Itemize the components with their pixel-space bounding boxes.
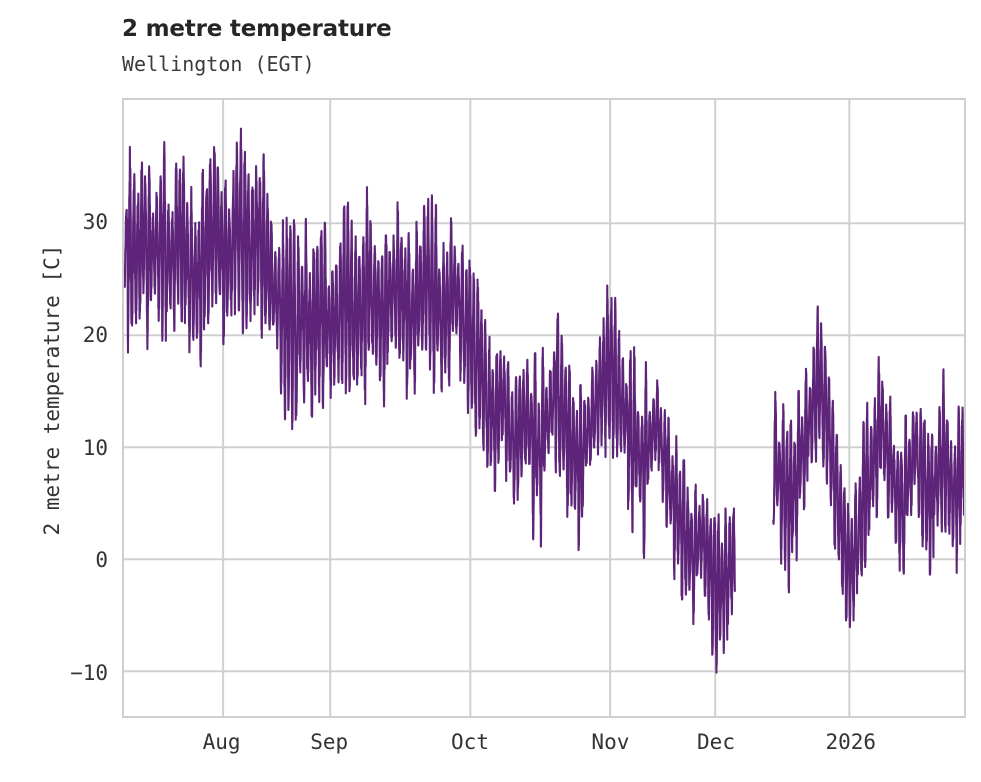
y-tick-label: −10 xyxy=(70,660,108,685)
x-tick-label: 2026 xyxy=(825,730,877,754)
y-axis-tick-labels: 30 20 10 0 −10 xyxy=(0,98,108,718)
chart-subtitle: Wellington (EGT) xyxy=(122,52,315,76)
x-tick-label: Nov xyxy=(591,730,630,754)
x-axis-tick-labels: Aug Sep Oct Nov Dec 2026 xyxy=(122,730,966,770)
plot-area xyxy=(122,98,966,718)
y-axis-label: 2 metre temperature [C] xyxy=(40,244,64,536)
y-tick-label: 0 xyxy=(95,548,108,573)
y-tick-label: 30 xyxy=(82,210,108,234)
y-tick-label: 20 xyxy=(82,322,108,347)
x-tick-label: Dec xyxy=(697,730,735,754)
x-tick-label: Sep xyxy=(310,730,349,754)
x-tick-label: Oct xyxy=(451,730,489,754)
y-tick-label: 10 xyxy=(82,435,108,460)
temperature-series xyxy=(124,127,964,674)
x-tick-label: Aug xyxy=(202,730,241,754)
page-title: 2 metre temperature xyxy=(122,16,392,42)
